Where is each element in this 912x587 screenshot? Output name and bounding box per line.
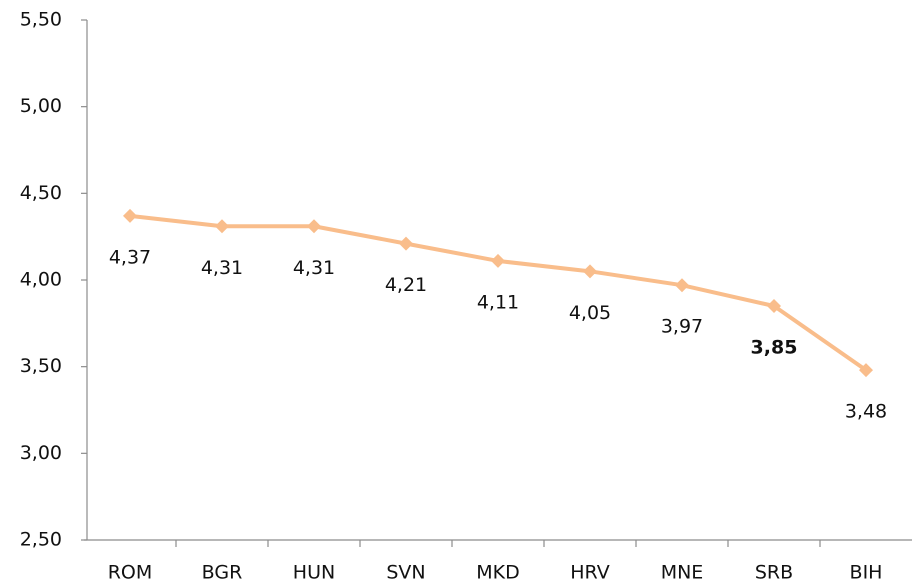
point-marker <box>767 299 781 313</box>
point-marker <box>675 278 689 293</box>
data-label: 4,21 <box>385 274 427 296</box>
data-label: 4,37 <box>109 246 151 268</box>
data-label: 3,48 <box>845 401 887 423</box>
point-marker <box>123 208 137 223</box>
x-tick-label: ROM <box>108 562 153 584</box>
y-tick-label: 4,50 <box>20 182 62 204</box>
point-marker <box>215 219 229 234</box>
x-tick-label: BIH <box>850 562 883 584</box>
point-marker <box>399 236 413 251</box>
point-marker <box>491 253 505 268</box>
data-label: 3,85 <box>751 337 798 359</box>
x-tick-label: HUN <box>293 562 335 584</box>
point-marker <box>583 264 597 279</box>
y-tick-label: 5,50 <box>20 9 62 31</box>
x-tick-label: BGR <box>202 562 243 584</box>
x-tick-label: SRB <box>755 562 793 584</box>
data-label: 4,11 <box>477 291 519 313</box>
data-label: 4,31 <box>293 257 335 279</box>
y-tick-label: 5,00 <box>20 95 62 117</box>
x-tick-label: MNE <box>661 562 704 584</box>
y-tick-label: 3,00 <box>20 442 62 464</box>
point-marker <box>859 363 873 378</box>
point-marker <box>307 219 321 234</box>
x-tick-label: SVN <box>386 562 425 584</box>
y-tick-label: 4,00 <box>20 269 62 291</box>
data-label: 4,31 <box>201 257 243 279</box>
y-tick-label: 2,50 <box>20 529 62 551</box>
y-tick-label: 3,50 <box>20 355 62 377</box>
x-tick-label: HRV <box>570 562 609 584</box>
x-tick-label: MKD <box>476 562 519 584</box>
data-label: 4,05 <box>569 302 611 324</box>
data-label: 3,97 <box>661 316 703 338</box>
